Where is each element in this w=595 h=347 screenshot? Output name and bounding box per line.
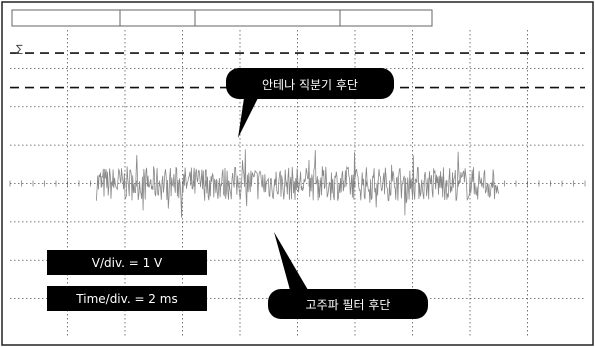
vdiv-text: V/div. = 1 V: [92, 256, 163, 270]
callout-filter-text: 고주파 필터 후단: [306, 298, 391, 312]
vdiv-label: V/div. = 1 V: [47, 250, 207, 275]
channel-marker: ∑: [16, 44, 23, 55]
timediv-label: Time/div. = 2 ms: [47, 286, 207, 311]
signal-trace: [95, 149, 500, 218]
noise-trace: [95, 149, 500, 218]
callout-antenna-text: 안테나 직분기 후단: [262, 78, 358, 92]
callout-filter: 고주파 필터 후단: [268, 232, 428, 319]
timediv-text: Time/div. = 2 ms: [75, 292, 177, 306]
callout-antenna: 안테나 직분기 후단: [226, 68, 394, 138]
top-status-strip: [11, 9, 433, 27]
